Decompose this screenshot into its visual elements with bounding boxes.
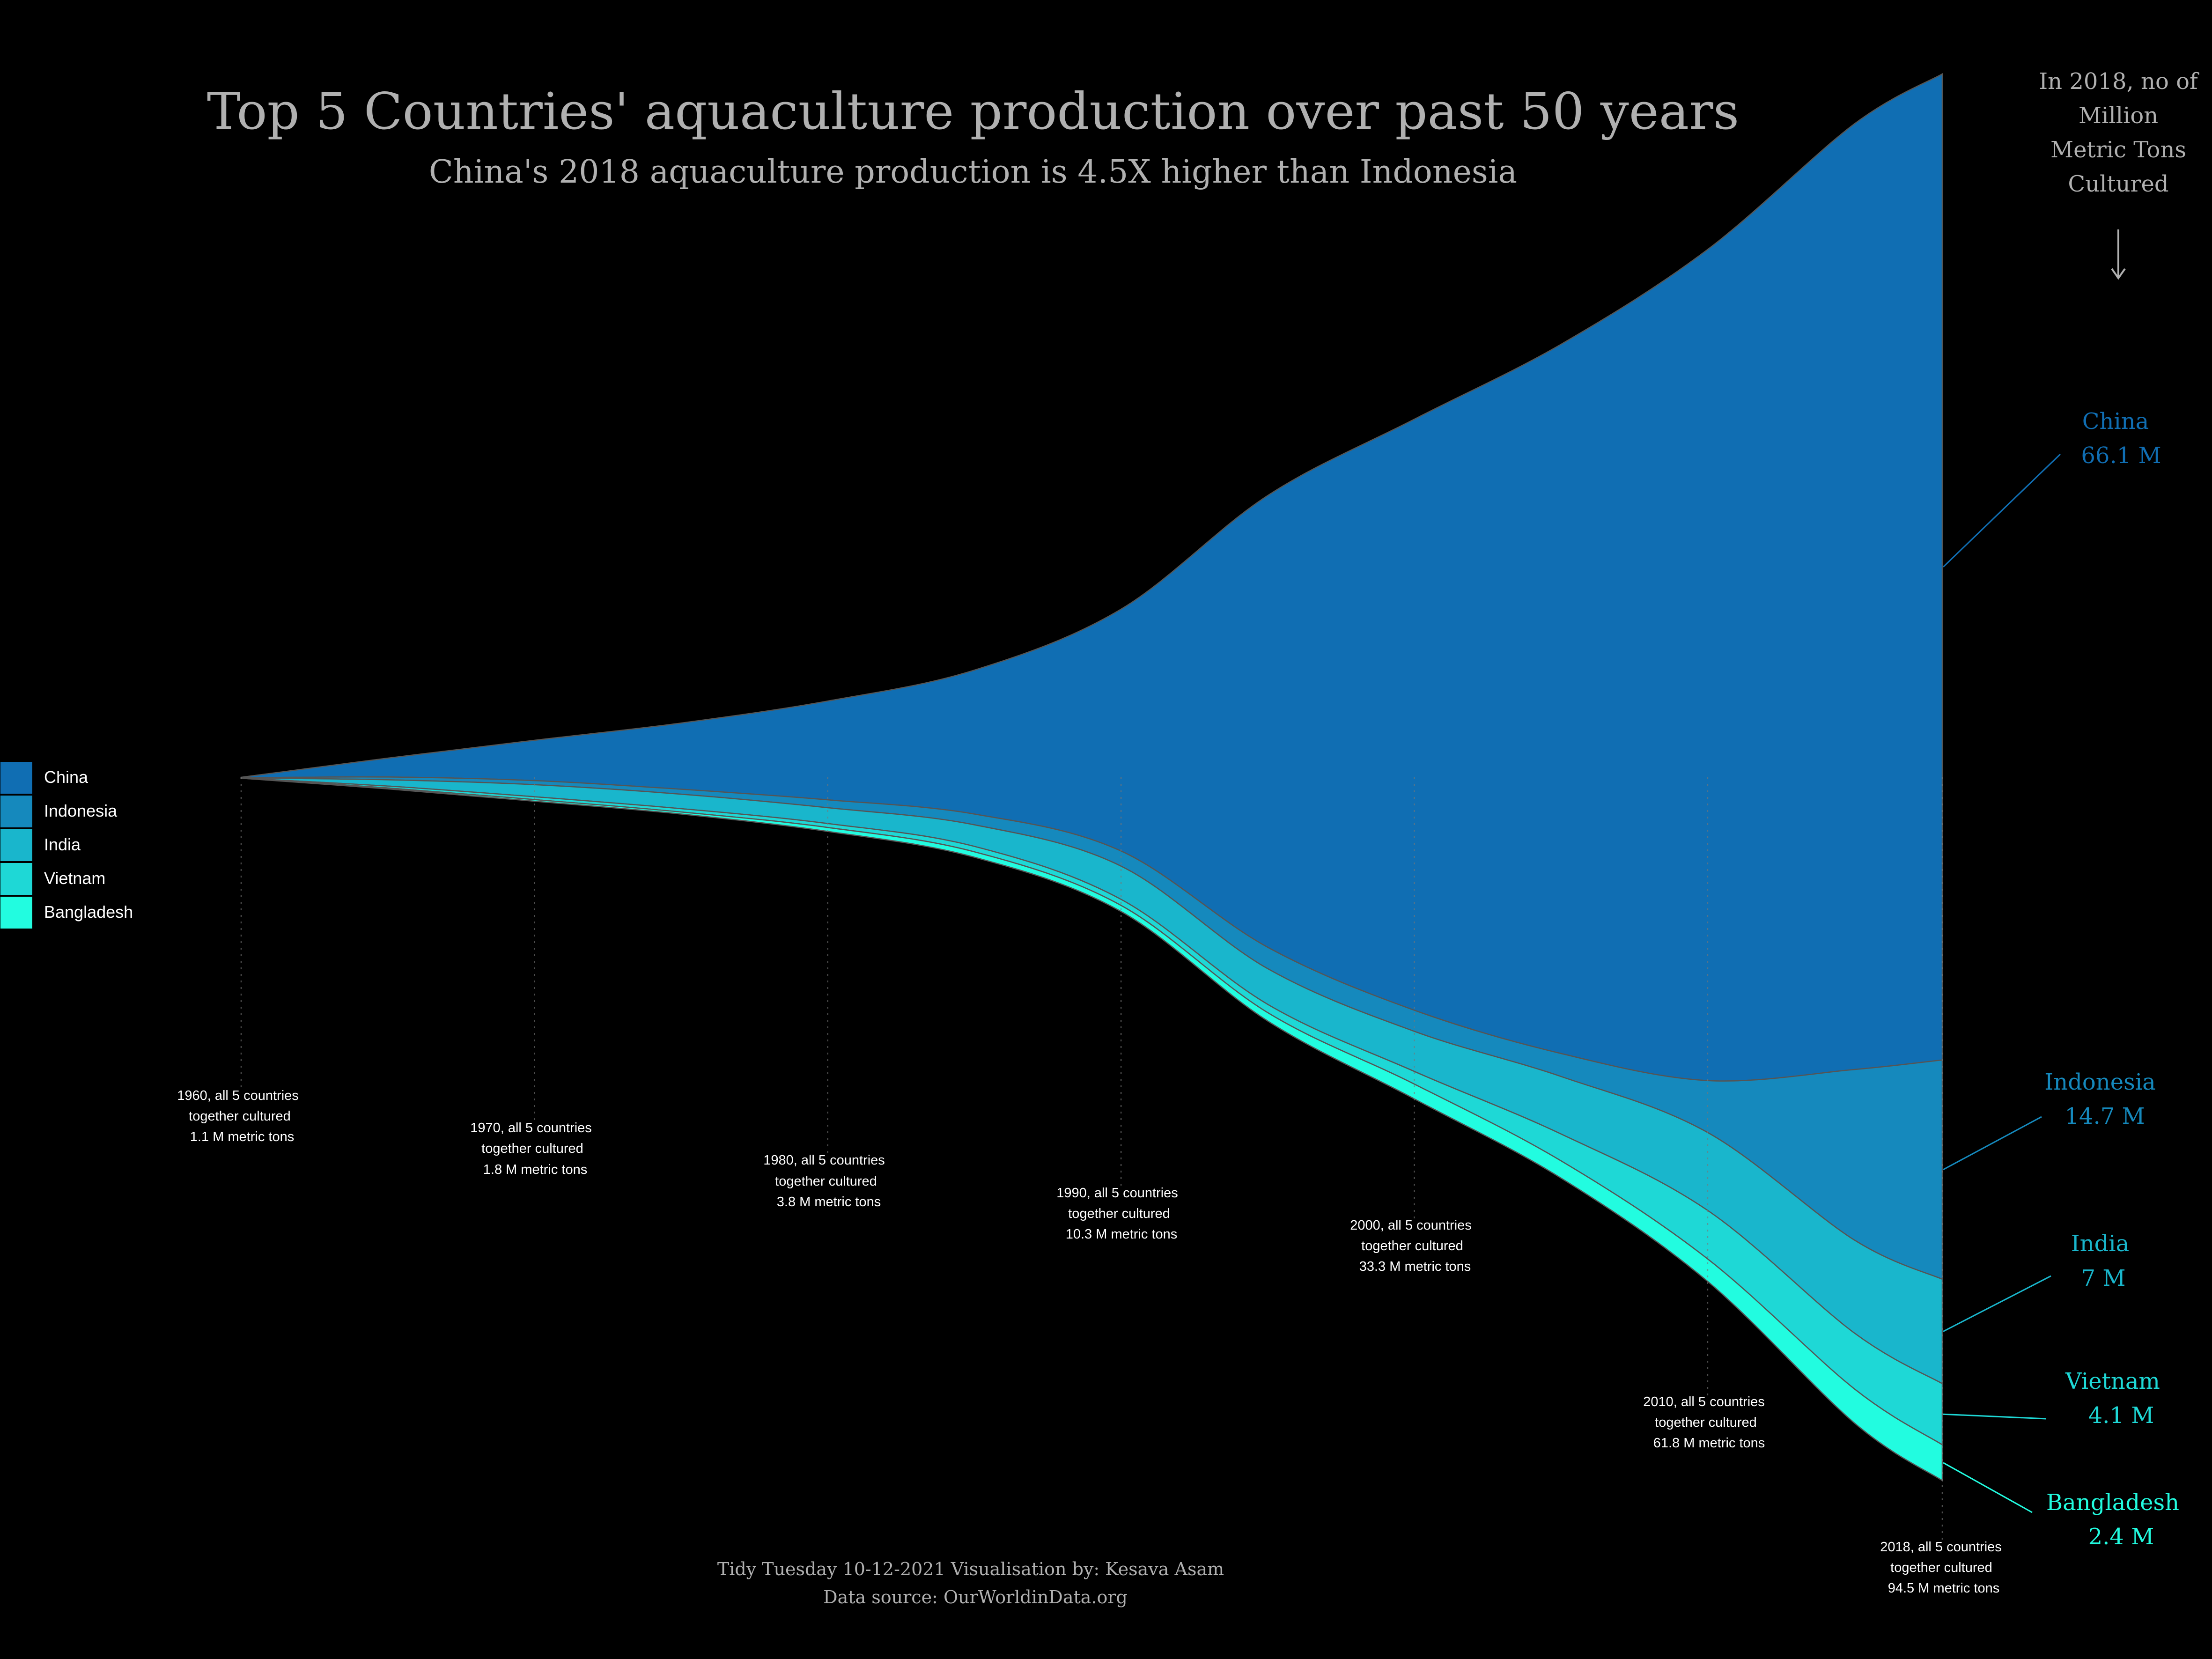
annotation-1970: 1970, all 5 countries together cultured …: [470, 1121, 592, 1177]
annotation-line: 2018, all 5 countries: [1880, 1540, 2002, 1555]
caption-source: Data source: OurWorldinData.org: [823, 1587, 1128, 1607]
header-note-line: Cultured: [2068, 171, 2168, 197]
annotation-line: together cultured: [1655, 1415, 1757, 1430]
connector-indonesia: [1943, 1116, 2042, 1171]
end-label-name-india: India: [2071, 1231, 2130, 1257]
end-label-value-india: 7 M: [2081, 1265, 2126, 1291]
annotation-line: 1970, all 5 countries: [470, 1121, 592, 1135]
annotation-line: 33.3 M metric tons: [1359, 1259, 1471, 1274]
end-label-value-vietnam: 4.1 M: [2088, 1402, 2154, 1429]
annotation-line: 1990, all 5 countries: [1056, 1186, 1178, 1201]
legend-label-vietnam: Vietnam: [44, 869, 105, 888]
annotation-line: 2010, all 5 countries: [1643, 1394, 1765, 1409]
annotation-line: together cultured: [1890, 1560, 1992, 1575]
annotation-1960: 1960, all 5 countries together cultured …: [177, 1088, 299, 1144]
legend-label-indonesia: Indonesia: [44, 801, 118, 820]
end-label-value-bangladesh: 2.4 M: [2088, 1524, 2154, 1550]
caption: Tidy Tuesday 10-12-2021 Visualisation by…: [717, 1559, 1224, 1607]
annotation-line: together cultured: [1361, 1239, 1463, 1253]
legend-label-india: India: [44, 835, 81, 854]
end-label-name-bangladesh: Bangladesh: [2046, 1489, 2179, 1516]
annotation-line: together cultured: [189, 1109, 291, 1124]
header-note-line: Metric Tons: [2050, 137, 2186, 163]
decade-annotations: 1960, all 5 countries together cultured …: [177, 1088, 2002, 1596]
header-note-line: Million: [2079, 103, 2158, 129]
annotation-line: together cultured: [775, 1174, 877, 1189]
annotation-line: together cultured: [481, 1141, 583, 1156]
header-note: In 2018, no of Million Metric Tons Cultu…: [2039, 68, 2199, 197]
annotation-2010: 2010, all 5 countries together cultured …: [1643, 1394, 1765, 1451]
legend-swatch-china: [0, 761, 33, 795]
annotation-line: 61.8 M metric tons: [1653, 1436, 1765, 1451]
decade-guides: [240, 777, 1943, 1541]
end-label-name-indonesia: Indonesia: [2044, 1069, 2155, 1095]
end-labels: China 66.1 M Indonesia 14.7 M India 7 M …: [2044, 408, 2179, 1550]
annotation-line: 1980, all 5 countries: [763, 1153, 885, 1168]
connector-india: [1943, 1275, 2051, 1332]
connector-vietnam: [1943, 1413, 2047, 1420]
annotation-line: 1.1 M metric tons: [190, 1129, 294, 1144]
annotation-2018: 2018, all 5 countries together cultured …: [1880, 1540, 2002, 1596]
legend-swatch-indonesia: [0, 795, 33, 828]
end-label-value-indonesia: 14.7 M: [2065, 1103, 2145, 1129]
annotation-line: 1960, all 5 countries: [177, 1088, 299, 1103]
connector-bangladesh: [1943, 1462, 2033, 1513]
annotation-line: 1.8 M metric tons: [483, 1162, 587, 1177]
chart-subtitle: China's 2018 aquaculture production is 4…: [429, 154, 1517, 191]
end-label-name-vietnam: Vietnam: [2065, 1368, 2160, 1394]
header-note-line: In 2018, no of: [2039, 68, 2199, 95]
connector-china: [1942, 453, 2061, 568]
legend-swatch-bangladesh: [0, 896, 33, 929]
legend: China Indonesia India Vietnam Bangladesh: [0, 761, 133, 929]
annotation-1990: 1990, all 5 countries together cultured …: [1056, 1186, 1178, 1242]
annotation-2000: 2000, all 5 countries together cultured …: [1350, 1218, 1472, 1274]
annotation-line: together cultured: [1068, 1206, 1170, 1221]
chart-title: Top 5 Countries' aquaculture production …: [207, 82, 1739, 141]
legend-label-bangladesh: Bangladesh: [44, 902, 133, 922]
end-label-value-china: 66.1 M: [2081, 442, 2161, 469]
annotation-line: 94.5 M metric tons: [1888, 1581, 2000, 1596]
annotation-1980: 1980, all 5 countries together cultured …: [763, 1153, 885, 1209]
caption-credit: Tidy Tuesday 10-12-2021 Visualisation by…: [717, 1559, 1224, 1579]
annotation-line: 10.3 M metric tons: [1066, 1227, 1178, 1242]
end-label-name-china: China: [2082, 408, 2149, 435]
legend-swatch-india: [0, 828, 33, 862]
annotation-line: 2000, all 5 countries: [1350, 1218, 1472, 1233]
down-arrow-icon: [2111, 229, 2126, 280]
legend-label-china: China: [44, 767, 88, 787]
end-connectors: [1942, 453, 2061, 1513]
legend-swatch-vietnam: [0, 862, 33, 896]
annotation-line: 3.8 M metric tons: [777, 1194, 881, 1209]
